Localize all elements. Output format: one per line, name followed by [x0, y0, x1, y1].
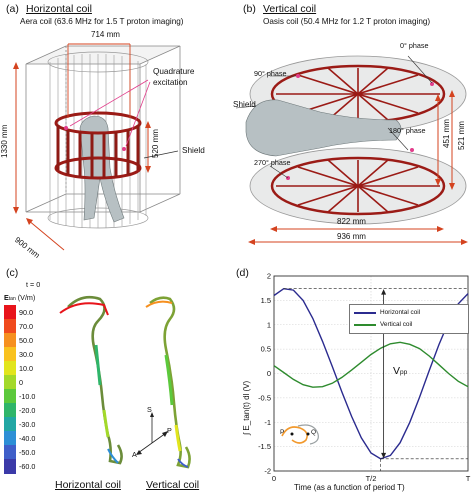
colorbar-swatch	[4, 445, 16, 460]
series-line-horizontal	[273, 287, 469, 460]
y-tick-label: 0.5	[261, 345, 271, 354]
axis-p: P	[167, 426, 172, 435]
dim-822: 822 mm	[337, 217, 366, 226]
label-excitation: excitation	[153, 78, 188, 87]
chart-ylabel: ∫ E_tan(t) dl (V)	[242, 380, 251, 435]
plot-frame	[273, 275, 469, 472]
panel-a-title: Horizontal coil	[26, 3, 92, 15]
x-tick-label: T	[466, 474, 471, 483]
colorbar-tick-label: -10.0	[19, 392, 36, 401]
colorbar-swatch	[4, 319, 16, 334]
colorbar-tick-label: 50.0	[19, 336, 33, 345]
label-shield-b: Shield	[233, 100, 256, 109]
panel-b-title: Vertical coil	[263, 3, 317, 15]
panel-a-subtitle: Aera coil (63.6 MHz for 1.5 T proton ima…	[20, 17, 184, 26]
colorbar-title: Etan (V/m)	[4, 293, 36, 302]
vpp-label: Vpp	[393, 365, 408, 377]
panel-d-label: (d)	[236, 267, 249, 279]
integral-chart: 21.510.50-0.5-1-1.5-20 T/2 T	[258, 272, 471, 484]
vertical-coil-drawing	[236, 55, 468, 245]
colorbar-tick-label: 30.0	[19, 350, 33, 359]
axis-a: A	[132, 450, 137, 459]
label-shield-a: Shield	[182, 146, 205, 155]
x-tick-label: T/2	[366, 474, 377, 483]
legend-text-horizontal: Horizontal coil	[380, 309, 421, 316]
colorbar-swatch	[4, 403, 16, 418]
y-tick-label: 1.5	[261, 296, 271, 305]
dim-521: 521 mm	[457, 121, 466, 150]
colorbar-tick-label: -20.0	[19, 406, 36, 415]
colorbar-swatch	[4, 347, 16, 362]
y-tick-label: -1.5	[258, 442, 271, 451]
legend-swatch-vertical	[354, 324, 376, 326]
y-tick-label: 2	[267, 272, 271, 281]
caption-vertical: Vertical coil	[146, 479, 200, 491]
time-label: t = 0	[26, 280, 41, 289]
label-phase-270: 270° phase	[254, 158, 291, 167]
colorbar-swatch	[4, 389, 16, 404]
label-quadrature: Quadrature	[153, 67, 195, 76]
colorbar-tick-label: 10.0	[19, 364, 33, 373]
colorbar-tick-label: 70.0	[19, 322, 33, 331]
y-tick-label: -2	[264, 467, 271, 476]
legend-item-vertical: Vertical coil	[354, 320, 466, 330]
inset-loop-sketch	[281, 424, 319, 445]
inset-label-p: P	[280, 429, 285, 436]
legend-swatch-horizontal	[354, 312, 376, 314]
panel-a-label: (a)	[6, 3, 19, 15]
colorbar-tick-label: -30.0	[19, 420, 36, 429]
dim-714: 714 mm	[91, 30, 120, 39]
colorbar	[4, 305, 16, 474]
colorbar-swatch	[4, 305, 16, 320]
panel-c-label: (c)	[6, 267, 19, 279]
legend-item-horizontal: Horizontal coil	[354, 308, 466, 318]
panel-b-label: (b)	[243, 3, 256, 15]
colorbar-swatch	[4, 333, 16, 348]
colorbar-swatch	[4, 361, 16, 376]
chart-xlabel: Time (as a function of period T)	[294, 483, 405, 492]
y-tick-label: 1	[267, 320, 271, 329]
label-phase-90: 90° phase	[254, 69, 287, 78]
x-tick-label: 0	[272, 474, 276, 483]
inset-label-q: Q	[311, 429, 317, 436]
e-field-vector-plot	[59, 295, 191, 469]
vpp-arrowhead-top	[381, 289, 387, 295]
chart-legend: Horizontal coil Vertical coil	[349, 304, 469, 334]
colorbar-tick-label: -60.0	[19, 462, 36, 471]
colorbar-swatch	[4, 431, 16, 446]
legend-text-vertical: Vertical coil	[380, 321, 413, 328]
colorbar-tick-label: 90.0	[19, 308, 33, 317]
colorbar-swatch	[4, 375, 16, 390]
vpp-arrowhead-bottom	[381, 452, 387, 459]
series-line-vertical	[273, 341, 469, 388]
colorbar-ticks: 90.0 70.0 50.0 30.0 10.0 0 -10.0 -20.0 -30.0 -40.…	[19, 305, 49, 473]
dim-451: 451 mm	[442, 119, 451, 148]
caption-horizontal: Horizontal coil	[55, 479, 121, 491]
y-tick-label: 0	[267, 369, 271, 378]
label-phase-0: 0° phase	[400, 41, 429, 50]
dim-936: 936 mm	[337, 232, 366, 241]
axis-s: S	[147, 405, 152, 414]
dim-1330: 1330 mm	[0, 124, 9, 158]
colorbar-swatch	[4, 459, 16, 474]
colorbar-swatch	[4, 417, 16, 432]
label-phase-180: 180° phase	[389, 126, 426, 135]
panel-b-subtitle: Oasis coil (50.4 MHz for 1.2 T proton im…	[263, 17, 431, 26]
y-tick-label: -0.5	[258, 393, 271, 402]
dim-520: 520 mm	[151, 129, 160, 158]
y-tick-label: -1	[264, 418, 271, 427]
colorbar-tick-label: -50.0	[19, 448, 36, 457]
colorbar-tick-label: -40.0	[19, 434, 36, 443]
horizontal-coil-drawing	[13, 43, 181, 251]
colorbar-tick-label: 0	[19, 378, 23, 387]
